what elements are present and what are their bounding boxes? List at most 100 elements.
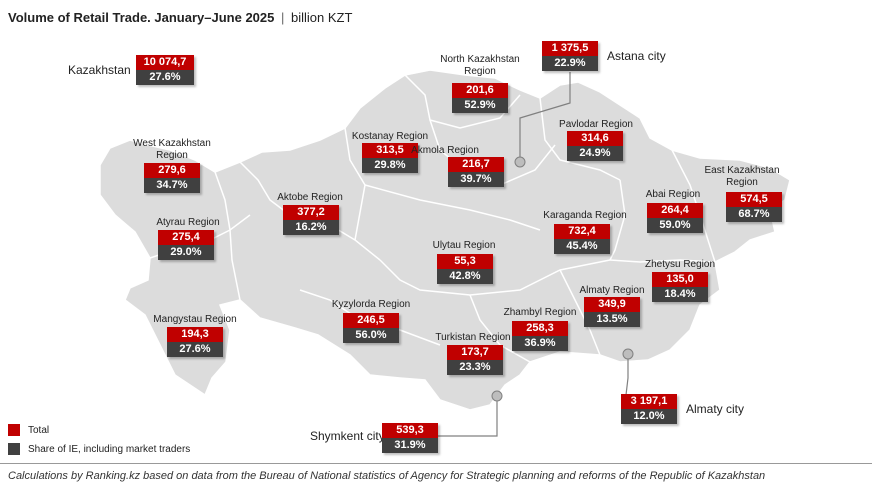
total-mangystau: 194,3 — [167, 327, 223, 342]
badge-akmola: 216,7 39.7% — [448, 157, 504, 187]
label-east-kazakhstan: East Kazakhstan Region — [704, 165, 780, 188]
label-akmola: Akmola Region — [411, 145, 479, 156]
share-almaty-city: 12.0% — [621, 409, 677, 424]
total-zhetysu: 135,0 — [652, 272, 708, 287]
badge-abai: 264,4 59.0% — [647, 203, 703, 233]
shymkent-marker — [491, 390, 503, 402]
label-mangystau: Mangystau Region — [153, 314, 237, 325]
badge-atyrau: 275,4 29.0% — [158, 230, 214, 260]
share-karaganda: 45.4% — [554, 239, 610, 254]
badge-kazakhstan: 10 074,7 27.6% — [136, 55, 194, 85]
badge-ulytau: 55,3 42.8% — [437, 254, 493, 284]
total-karaganda: 732,4 — [554, 224, 610, 239]
total-zhambyl: 258,3 — [512, 321, 568, 336]
almaty-city-marker — [622, 348, 634, 360]
label-zhambyl: Zhambyl Region — [503, 307, 577, 318]
legend-total-label: Total — [28, 424, 50, 436]
total-pavlodar: 314,6 — [567, 131, 623, 146]
label-turkistan: Turkistan Region — [435, 332, 511, 343]
legend-share: Share of IE, including market traders — [8, 443, 190, 455]
share-north-kazakhstan: 52.9% — [452, 98, 508, 113]
label-ulytau: Ulytau Region — [432, 240, 496, 251]
share-pavlodar: 24.9% — [567, 146, 623, 161]
label-almaty-region: Almaty Region — [579, 285, 645, 296]
badge-west-kazakhstan: 279,6 34.7% — [144, 163, 200, 193]
footer-divider — [0, 463, 872, 464]
badge-shymkent: 539,3 31.9% — [382, 423, 438, 453]
badge-mangystau: 194,3 27.6% — [167, 327, 223, 357]
share-zhambyl: 36.9% — [512, 336, 568, 351]
leader-lines — [438, 72, 629, 437]
label-kyzylorda: Kyzylorda Region — [331, 299, 411, 310]
badge-astana: 1 375,5 22.9% — [542, 41, 598, 71]
label-astana: Astana city — [607, 49, 666, 63]
total-north-kazakhstan: 201,6 — [452, 83, 508, 98]
share-zhetysu: 18.4% — [652, 287, 708, 302]
share-mangystau: 27.6% — [167, 342, 223, 357]
share-shymkent: 31.9% — [382, 438, 438, 453]
legend-share-swatch — [8, 443, 20, 455]
page-title: Volume of Retail Trade. January–June 202… — [8, 10, 352, 25]
total-almaty-city: 3 197,1 — [621, 394, 677, 409]
label-zhetysu: Zhetysu Region — [644, 259, 716, 270]
badge-east-kazakhstan: 574,5 68.7% — [726, 192, 782, 222]
total-almaty-region: 349,9 — [584, 297, 640, 312]
share-akmola: 39.7% — [448, 172, 504, 187]
badge-almaty-city: 3 197,1 12.0% — [621, 394, 677, 424]
total-abai: 264,4 — [647, 203, 703, 218]
total-kyzylorda: 246,5 — [343, 313, 399, 328]
label-shymkent: Shymkent city — [310, 429, 385, 443]
share-turkistan: 23.3% — [447, 360, 503, 375]
badge-almaty-region: 349,9 13.5% — [584, 297, 640, 327]
share-kazakhstan: 27.6% — [136, 70, 194, 85]
title-separator: | — [281, 10, 285, 25]
total-ulytau: 55,3 — [437, 254, 493, 269]
total-akmola: 216,7 — [448, 157, 504, 172]
label-aktobe: Aktobe Region — [277, 192, 343, 203]
badge-kyzylorda: 246,5 56.0% — [343, 313, 399, 343]
share-almaty-region: 13.5% — [584, 312, 640, 327]
label-west-kazakhstan: West Kazakhstan Region — [133, 138, 211, 161]
total-aktobe: 377,2 — [283, 205, 339, 220]
badge-zhambyl: 258,3 36.9% — [512, 321, 568, 351]
total-east-kazakhstan: 574,5 — [726, 192, 782, 207]
legend-total: Total — [8, 424, 49, 436]
total-turkistan: 173,7 — [447, 345, 503, 360]
label-kostanay: Kostanay Region — [351, 131, 429, 142]
badge-aktobe: 377,2 16.2% — [283, 205, 339, 235]
share-ulytau: 42.8% — [437, 269, 493, 284]
astana-marker — [514, 156, 526, 168]
badge-north-kazakhstan: 201,6 52.9% — [452, 83, 508, 113]
legend-total-swatch — [8, 424, 20, 436]
badge-karaganda: 732,4 45.4% — [554, 224, 610, 254]
label-abai: Abai Region — [645, 189, 701, 200]
title-text: Volume of Retail Trade. January–June 202… — [8, 10, 275, 25]
share-kostanay: 29.8% — [362, 158, 418, 173]
share-abai: 59.0% — [647, 218, 703, 233]
legend-share-label: Share of IE, including market traders — [28, 443, 191, 455]
total-west-kazakhstan: 279,6 — [144, 163, 200, 178]
share-west-kazakhstan: 34.7% — [144, 178, 200, 193]
share-atyrau: 29.0% — [158, 245, 214, 260]
total-atyrau: 275,4 — [158, 230, 214, 245]
footer-source: Calculations by Ranking.kz based on data… — [8, 470, 766, 482]
total-astana: 1 375,5 — [542, 41, 598, 56]
total-kazakhstan: 10 074,7 — [136, 55, 194, 70]
label-karaganda: Karaganda Region — [543, 210, 627, 221]
total-shymkent: 539,3 — [382, 423, 438, 438]
share-east-kazakhstan: 68.7% — [726, 207, 782, 222]
badge-kostanay: 313,5 29.8% — [362, 143, 418, 173]
share-kyzylorda: 56.0% — [343, 328, 399, 343]
badge-zhetysu: 135,0 18.4% — [652, 272, 708, 302]
label-kazakhstan: Kazakhstan — [68, 63, 131, 77]
label-north-kazakhstan: North Kazakhstan Region — [440, 54, 520, 77]
share-aktobe: 16.2% — [283, 220, 339, 235]
label-pavlodar: Pavlodar Region — [559, 119, 633, 130]
badge-turkistan: 173,7 23.3% — [447, 345, 503, 375]
label-atyrau: Atyrau Region — [156, 217, 220, 228]
share-astana: 22.9% — [542, 56, 598, 71]
label-almaty-city: Almaty city — [686, 402, 745, 416]
badge-pavlodar: 314,6 24.9% — [567, 131, 623, 161]
total-kostanay: 313,5 — [362, 143, 418, 158]
title-unit: billion KZT — [291, 10, 353, 25]
